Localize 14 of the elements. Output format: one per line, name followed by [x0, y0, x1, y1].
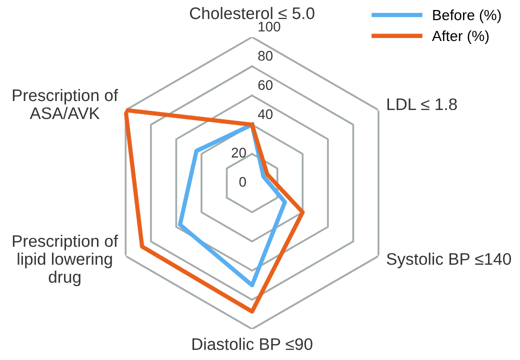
spoke-label: Cholesterol ≤ 5.0	[190, 6, 314, 20]
y-tick-label: 40	[258, 109, 273, 120]
legend-label: Before (%)	[433, 10, 501, 24]
y-tick-label: 0	[239, 176, 246, 187]
y-tick-label: 80	[258, 50, 273, 61]
y-tick-label: 60	[258, 80, 273, 90]
spoke-label: Diastolic BP ≤90	[192, 338, 312, 350]
spoke-label: Systolic BP ≤140	[386, 252, 512, 268]
spoke-label: Prescription of ASA/AVK	[12, 88, 118, 120]
spoke-label: Prescription of lipid lowering drug	[12, 234, 118, 286]
y-tick-label: 20	[232, 148, 246, 158]
spoke-label: LDL ≤ 1.8	[387, 98, 457, 110]
legend-label: After (%)	[432, 30, 489, 44]
y-tick-label: 100	[258, 22, 280, 32]
